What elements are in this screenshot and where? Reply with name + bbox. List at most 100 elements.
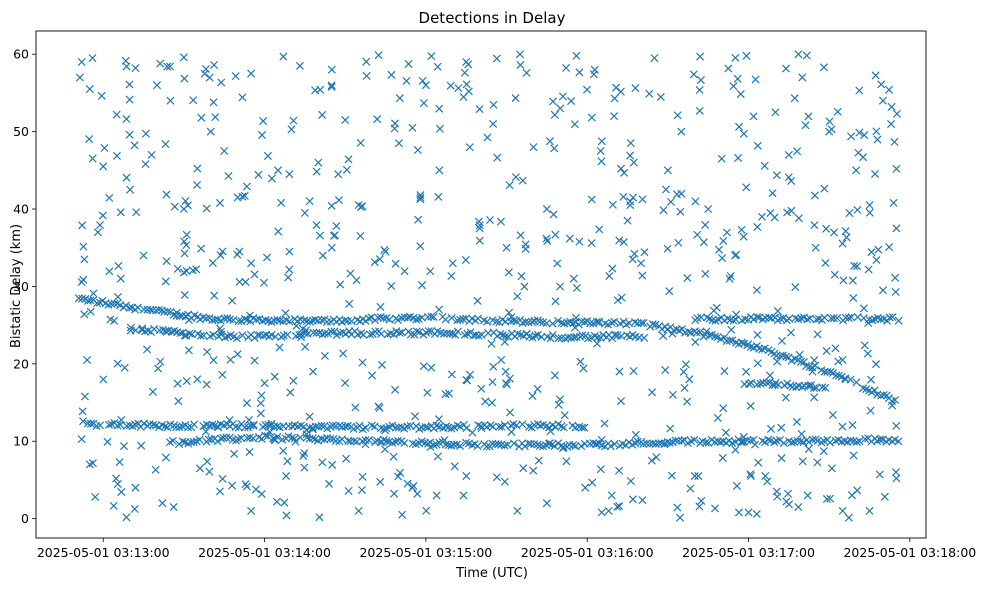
data-point [282,472,291,481]
data-point [139,251,148,260]
data-point [607,491,616,500]
data-point [567,97,576,106]
data-point [736,90,745,99]
data-point [494,440,503,449]
data-point [889,198,898,207]
data-point [78,407,87,416]
data-point [259,117,268,126]
data-point [86,307,95,316]
data-point [822,494,831,504]
data-point [613,331,622,340]
data-point [729,82,738,91]
data-point [626,477,635,486]
data-point [885,313,894,322]
data-point [760,161,769,170]
data-point [445,389,454,398]
data-point [151,306,160,315]
data-point [600,419,609,428]
data-point [891,273,900,282]
data-point [582,85,592,94]
data-point [116,208,125,217]
data-point [792,382,801,391]
data-point [607,318,616,327]
x-tick-label: 2025-05-01 03:16:00 [521,545,654,560]
data-point [744,340,753,349]
data-point [548,319,557,328]
data-point [193,375,202,384]
data-point [803,491,812,500]
data-point [562,63,571,72]
data-point [818,383,827,392]
data-point [474,331,483,340]
data-point [462,80,471,89]
data-point [639,440,648,449]
data-point [612,83,621,92]
data-point [104,420,114,429]
data-point [648,388,657,397]
data-point [446,81,455,90]
data-point [210,291,219,300]
data-point [528,391,537,400]
data-point [117,415,126,424]
data-point [630,249,639,258]
data-point [371,327,380,336]
data-point [312,328,321,337]
data-point [610,112,619,121]
data-point [397,313,406,322]
x-axis: 2025-05-01 03:13:00 2025-05-01 03:14:00 20… [37,538,976,560]
data-point [488,377,497,387]
data-point [553,259,562,268]
data-point [616,87,625,96]
data-point [243,433,252,443]
data-point [317,421,326,430]
data-point [180,290,189,300]
data-point [444,423,453,432]
data-point [327,65,336,74]
data-point [131,483,140,492]
data-point [887,102,896,111]
data-point [117,487,126,496]
data-point [505,374,514,383]
data-point [501,367,510,376]
data-point [848,276,857,285]
data-point [737,338,746,347]
data-point [375,255,384,264]
data-point [711,332,720,341]
data-point [270,436,279,445]
data-point [80,310,89,319]
data-point [733,74,742,83]
data-point [565,234,574,243]
data-point [659,331,668,340]
data-point [535,317,545,326]
data-point [813,458,822,467]
data-point [125,95,134,104]
data-point [753,330,762,339]
data-point [811,243,820,252]
data-point [209,356,218,365]
data-point [275,343,284,352]
data-point [810,393,819,402]
data-point [287,125,296,134]
data-point [847,132,856,141]
data-point [121,301,130,310]
data-point [825,117,834,126]
data-point [283,457,292,466]
data-point [147,150,156,159]
data-point [661,366,670,375]
data-point [718,254,727,263]
plot-frame [35,30,927,539]
data-point [184,346,193,355]
data-point [773,357,782,366]
data-point [226,355,235,364]
data-point [448,259,457,268]
data-point [318,110,327,119]
data-point [728,336,737,345]
data-point [518,420,527,429]
data-point [702,327,711,336]
data-point [122,115,131,124]
data-point [732,481,741,490]
data-point [487,339,496,348]
data-point [466,370,475,379]
data-point [199,331,208,340]
data-point [233,350,242,359]
